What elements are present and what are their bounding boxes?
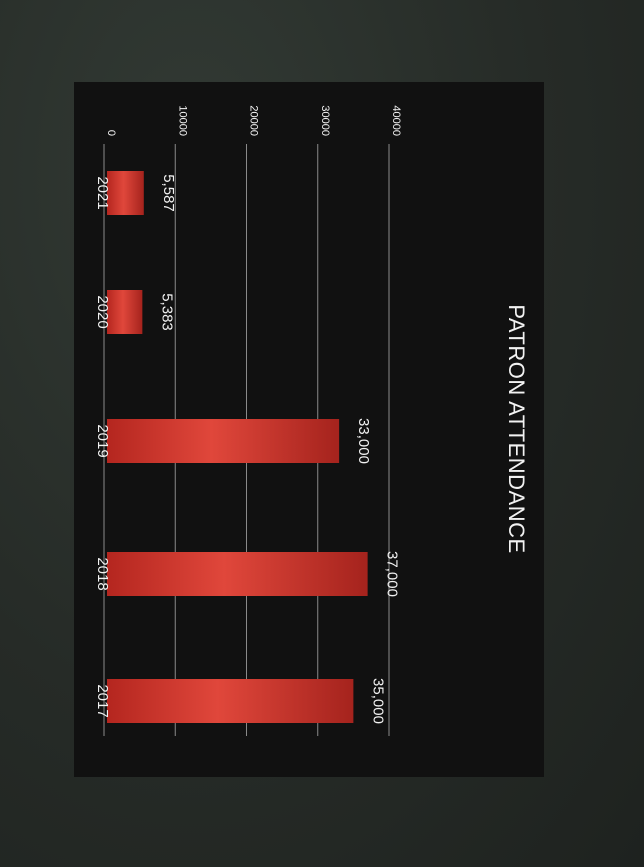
y-tick-label: 30000 <box>319 105 331 136</box>
data-label-2019: 33,000 <box>355 418 372 464</box>
y-axis-tick-labels: 0 10000 20000 30000 40000 <box>105 105 402 136</box>
category-label-2018: 2018 <box>94 557 111 590</box>
category-label-2019: 2019 <box>94 424 111 457</box>
bar-2020 <box>107 290 143 334</box>
category-label-2017: 2017 <box>94 684 111 717</box>
data-label-2018: 37,000 <box>384 551 401 597</box>
data-label-2017: 35,000 <box>369 678 386 724</box>
y-tick-label: 10000 <box>176 105 188 136</box>
category-label-2021: 2021 <box>94 176 111 209</box>
chart-title: PATRON ATTENDANCE <box>504 304 529 553</box>
y-tick-label: 0 <box>105 130 117 136</box>
bar-2019 <box>107 419 340 463</box>
bar-2021 <box>107 171 144 215</box>
y-tick-label: 20000 <box>248 105 260 136</box>
chart-rotated-group: PATRON ATTENDANCE 0 10000 20000 30000 40000 … <box>94 105 529 736</box>
bar-2018 <box>107 552 368 596</box>
bars <box>107 171 368 723</box>
bar-2017 <box>107 679 354 723</box>
data-label-2021: 5,587 <box>160 174 177 212</box>
data-labels: 35,000 37,000 33,000 5,383 5,587 <box>158 174 400 724</box>
x-axis-category-labels: 2017 2018 2019 2020 2021 <box>94 176 111 717</box>
y-tick-label: 40000 <box>390 105 402 136</box>
category-label-2020: 2020 <box>94 295 111 328</box>
data-label-2020: 5,383 <box>158 293 175 331</box>
